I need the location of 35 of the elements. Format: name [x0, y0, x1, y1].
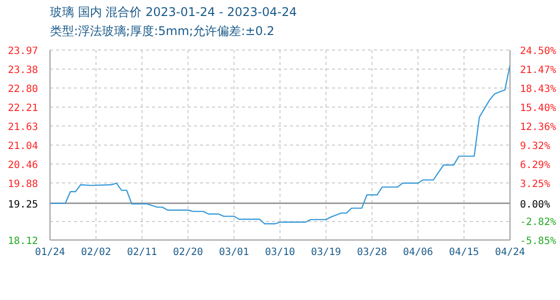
y2-tick-label: 21.47% — [520, 64, 556, 76]
y2-tick-label: -5.85% — [520, 236, 556, 247]
x-tick-label: 01/24 — [34, 247, 66, 258]
y-tick-label: 22.80 — [8, 84, 38, 95]
x-tick-label: 03/28 — [356, 247, 388, 258]
x-tick-label: 03/01 — [218, 247, 250, 258]
x-tick-label: 04/24 — [494, 247, 526, 258]
x-tick-label: 03/10 — [264, 247, 296, 258]
y-tick-label: 19.88 — [8, 178, 38, 190]
chart-subtitle: 类型:浮法玻璃;厚度:5mm;允许偏差:±0.2 — [50, 23, 274, 40]
x-tick-label: 02/20 — [172, 247, 204, 258]
x-tick-label: 02/11 — [126, 247, 158, 258]
y-tick-label: 21.04 — [8, 141, 38, 152]
x-tick-label: 03/19 — [310, 247, 342, 258]
y2-tick-label: 18.43% — [520, 84, 556, 95]
x-tick-label: 04/06 — [402, 247, 434, 258]
y2-tick-label: 24.50% — [520, 46, 556, 57]
chart-title: 玻璃 国内 混合价 2023-01-24 - 2023-04-24 — [50, 4, 297, 21]
x-tick-label: 02/02 — [80, 247, 112, 258]
y-tick-label: 20.46 — [8, 160, 38, 171]
y2-tick-label: 12.36% — [520, 122, 556, 133]
y2-tick-label: 9.32% — [520, 141, 550, 152]
y-tick-label: 22.21 — [8, 103, 38, 114]
y2-tick-label: 15.40% — [520, 102, 556, 114]
y-tick-label: 18.12 — [8, 236, 38, 247]
y2-tick-label: 6.29% — [520, 160, 550, 171]
y2-tick-label: 3.25% — [520, 179, 550, 190]
y2-tick-label: 0.00% — [520, 199, 550, 210]
y-tick-label: 23.97 — [8, 46, 38, 57]
y-tick-label: 23.38 — [8, 65, 38, 76]
line-series — [50, 64, 510, 224]
y-tick-label: 19.25 — [8, 199, 38, 210]
y2-tick-label: -2.82% — [520, 217, 556, 228]
x-tick-label: 04/15 — [448, 247, 480, 258]
y-tick-label: 21.63 — [8, 122, 38, 133]
